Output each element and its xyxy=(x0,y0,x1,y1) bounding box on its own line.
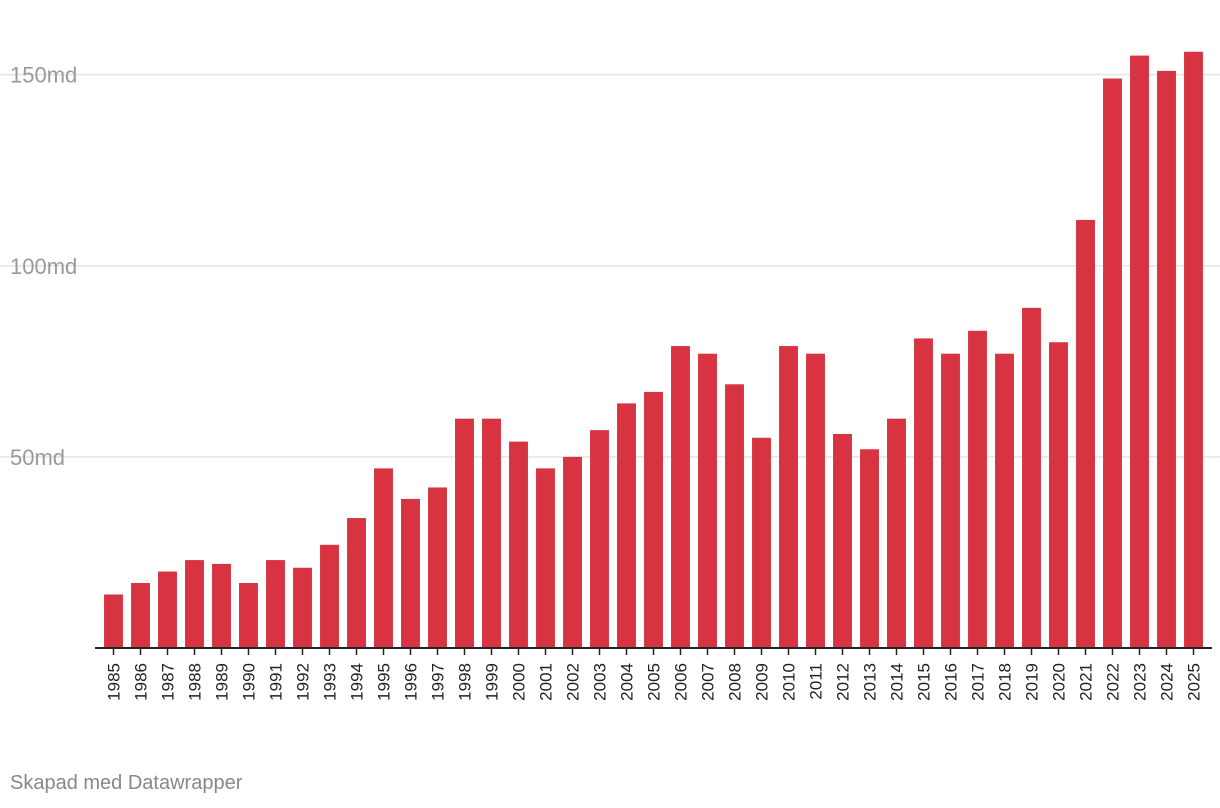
bar xyxy=(563,456,582,648)
bar-chart: 50md 100md 150md 1985 1986 1987 1988 1989 1990 19… xyxy=(0,51,1220,701)
bar xyxy=(968,330,987,648)
x-tick-label: 1988 xyxy=(186,663,205,701)
x-tick-label: 1987 xyxy=(159,663,178,701)
bar xyxy=(644,391,663,648)
x-tick-label: 1991 xyxy=(267,663,286,701)
bar xyxy=(293,567,312,648)
bar xyxy=(374,468,393,648)
x-tick-label: 2005 xyxy=(645,663,664,701)
y-tick-label: 150md xyxy=(10,63,77,88)
bar xyxy=(1103,78,1122,648)
x-tick-label: 1999 xyxy=(483,663,502,701)
x-tick-label: 1994 xyxy=(348,663,367,701)
bar xyxy=(158,571,177,648)
x-tick-label: 2009 xyxy=(753,663,772,701)
bar xyxy=(698,353,717,648)
x-tick-label: 2020 xyxy=(1050,663,1069,701)
bar xyxy=(617,403,636,648)
bar xyxy=(401,498,420,648)
x-tick-label: 2002 xyxy=(564,663,583,701)
bar xyxy=(779,346,798,648)
x-tick-label: 2023 xyxy=(1131,663,1150,701)
bar xyxy=(725,384,744,648)
bar xyxy=(1049,342,1068,648)
bar xyxy=(131,583,150,648)
bar xyxy=(1076,219,1095,648)
credit-text: Skapad med Datawrapper xyxy=(10,772,243,794)
bar xyxy=(833,433,852,648)
bar xyxy=(239,583,258,648)
bar xyxy=(482,418,501,648)
bar xyxy=(536,468,555,648)
x-tick-label: 2012 xyxy=(834,663,853,701)
x-tick-label: 2011 xyxy=(807,663,826,700)
bar xyxy=(1184,51,1203,648)
x-tick-label: 2000 xyxy=(510,663,529,701)
x-tick-label: 1997 xyxy=(429,663,448,701)
x-tick-label: 1993 xyxy=(321,663,340,701)
bar xyxy=(590,430,609,648)
x-tick-label: 1990 xyxy=(240,663,259,701)
bar xyxy=(914,338,933,648)
x-tick-label: 1996 xyxy=(402,663,421,701)
bar xyxy=(104,594,123,648)
x-tick-label: 2013 xyxy=(861,663,880,701)
bar xyxy=(428,487,447,648)
x-tick-label: 1995 xyxy=(375,663,394,701)
bar xyxy=(320,544,339,648)
bar xyxy=(212,563,231,648)
x-tick-label: 2016 xyxy=(942,663,961,701)
bar xyxy=(860,449,879,648)
x-tick-label: 2001 xyxy=(537,663,556,701)
x-tick-label: 2021 xyxy=(1077,663,1096,701)
bar xyxy=(455,418,474,648)
bar xyxy=(887,418,906,648)
x-tick-label: 2004 xyxy=(618,663,637,701)
x-tick-label: 2010 xyxy=(780,663,799,701)
x-tick-label: 2006 xyxy=(672,663,691,701)
y-tick-label: 50md xyxy=(10,445,65,470)
x-tick-label: 2015 xyxy=(915,663,934,701)
bar xyxy=(752,437,771,648)
y-tick-label: 100md xyxy=(10,254,77,279)
x-tick-label: 2024 xyxy=(1158,663,1177,701)
bar xyxy=(941,353,960,648)
bar xyxy=(266,560,285,648)
bar xyxy=(1130,55,1149,648)
bar xyxy=(995,353,1014,648)
x-tick-label: 2025 xyxy=(1185,663,1204,701)
x-tick-label: 2014 xyxy=(888,663,907,701)
bar xyxy=(347,518,366,648)
x-tick-label: 1998 xyxy=(456,663,475,701)
x-tick-label: 1989 xyxy=(213,663,232,701)
x-tick-label: 2019 xyxy=(1023,663,1042,701)
x-tick-label: 2003 xyxy=(591,663,610,701)
x-tick-label: 1992 xyxy=(294,663,313,701)
bar xyxy=(509,441,528,648)
x-tick-label: 2007 xyxy=(699,663,718,701)
x-tick-label: 1985 xyxy=(105,663,124,701)
bar xyxy=(806,353,825,648)
bar xyxy=(1157,70,1176,649)
bar xyxy=(185,560,204,648)
x-tick-label: 2017 xyxy=(969,663,988,701)
bar xyxy=(1022,307,1041,648)
x-tick-label: 2008 xyxy=(726,663,745,701)
x-tick-label: 2022 xyxy=(1104,663,1123,701)
x-tick-label: 1986 xyxy=(132,663,151,701)
bar xyxy=(671,346,690,648)
x-tick-label: 2018 xyxy=(996,663,1015,701)
